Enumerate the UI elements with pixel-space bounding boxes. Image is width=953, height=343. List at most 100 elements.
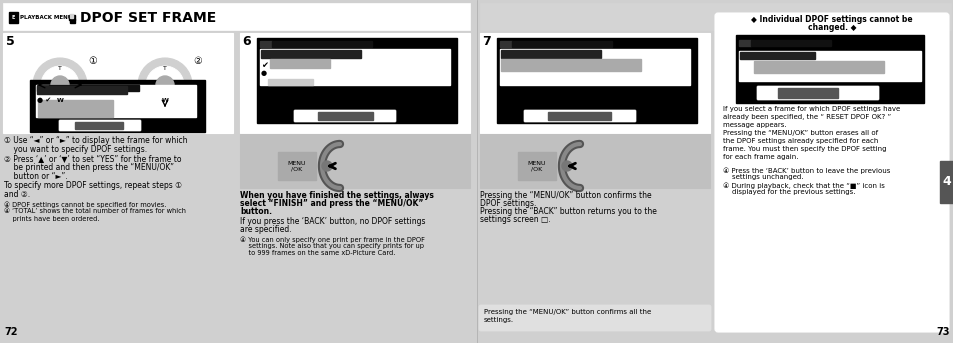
- Circle shape: [156, 76, 173, 94]
- Text: settings unchanged.: settings unchanged.: [722, 175, 802, 180]
- Bar: [270, 59, 330, 68]
- Bar: [256, 38, 456, 123]
- Bar: [70, 19, 75, 23]
- Bar: [30, 80, 205, 132]
- Bar: [71, 14, 73, 18]
- Bar: [499, 49, 689, 85]
- Bar: [9, 12, 18, 23]
- Bar: [750, 40, 830, 46]
- Text: 4: 4: [942, 176, 950, 189]
- Text: select “FINISH” and press the “MENU/OK”: select “FINISH” and press the “MENU/OK”: [240, 199, 423, 208]
- Text: 73: 73: [936, 327, 949, 337]
- Circle shape: [561, 161, 572, 171]
- FancyBboxPatch shape: [757, 86, 878, 100]
- Text: ●: ●: [261, 70, 267, 76]
- Text: ② Press ‘▲’ or ‘▼’ to set “YES” for the frame to: ② Press ‘▲’ or ‘▼’ to set “YES” for the …: [4, 154, 181, 163]
- Text: If you press the ‘BACK’ button, no DPOF settings: If you press the ‘BACK’ button, no DPOF …: [240, 217, 425, 226]
- Text: MENU
/OK: MENU /OK: [527, 161, 546, 172]
- Text: Pressing the “MENU/OK” button confirms all the: Pressing the “MENU/OK” button confirms a…: [483, 309, 651, 315]
- Text: you want to specify DPOF settings.: you want to specify DPOF settings.: [4, 145, 147, 154]
- Bar: [261, 50, 360, 58]
- Bar: [735, 35, 923, 103]
- Text: W: W: [161, 98, 169, 104]
- Bar: [75, 122, 123, 129]
- Text: E: E: [11, 15, 15, 20]
- Bar: [753, 61, 883, 73]
- Text: are specified.: are specified.: [240, 225, 292, 234]
- FancyBboxPatch shape: [714, 13, 948, 332]
- Text: MENU
/OK: MENU /OK: [288, 161, 306, 172]
- Text: ◆ Individual DPOF settings cannot be: ◆ Individual DPOF settings cannot be: [750, 15, 912, 24]
- Bar: [37, 86, 127, 94]
- Bar: [272, 41, 372, 47]
- Text: settings. Note also that you can specify prints for up: settings. Note also that you can specify…: [240, 243, 423, 249]
- Text: T: T: [163, 67, 167, 71]
- Bar: [512, 41, 612, 47]
- Bar: [240, 33, 470, 133]
- Text: message appears.: message appears.: [722, 122, 786, 128]
- Bar: [517, 152, 556, 180]
- Bar: [479, 3, 950, 30]
- Text: 72: 72: [4, 327, 17, 337]
- Text: 7: 7: [481, 35, 490, 48]
- Text: W: W: [56, 98, 63, 104]
- FancyBboxPatch shape: [294, 110, 395, 122]
- FancyBboxPatch shape: [59, 120, 141, 131]
- Text: ①: ①: [88, 56, 96, 66]
- Text: Pressing the “BACK” button returns you to the: Pressing the “BACK” button returns you t…: [479, 207, 657, 216]
- Text: PLAYBACK MENU: PLAYBACK MENU: [20, 15, 72, 20]
- Bar: [36, 85, 195, 117]
- Text: ● ✔: ● ✔: [37, 97, 51, 103]
- Bar: [38, 100, 112, 117]
- Bar: [49, 85, 139, 91]
- Text: displayed for the previous settings.: displayed for the previous settings.: [722, 189, 855, 196]
- Bar: [497, 38, 697, 123]
- Bar: [260, 41, 272, 47]
- Text: settings.: settings.: [483, 317, 514, 323]
- FancyBboxPatch shape: [478, 305, 710, 331]
- Text: Pressing the “MENU/OK” button confirms the: Pressing the “MENU/OK” button confirms t…: [479, 191, 651, 200]
- Text: the DPOF settings already specified for each: the DPOF settings already specified for …: [722, 138, 878, 144]
- Text: prints have been ordered.: prints have been ordered.: [4, 216, 99, 222]
- Bar: [277, 152, 315, 180]
- Bar: [317, 112, 373, 120]
- Circle shape: [33, 58, 87, 112]
- Bar: [740, 52, 814, 59]
- Text: ① Use “◄” or “►” to display the frame for which: ① Use “◄” or “►” to display the frame fo…: [4, 136, 188, 145]
- FancyBboxPatch shape: [523, 110, 636, 122]
- Circle shape: [138, 58, 192, 112]
- Text: ②: ②: [193, 56, 201, 66]
- Bar: [260, 49, 450, 85]
- Bar: [3, 33, 233, 133]
- Bar: [778, 88, 837, 98]
- Bar: [3, 3, 470, 30]
- Text: ④ Press the ‘BACK’ button to leave the previous: ④ Press the ‘BACK’ button to leave the p…: [722, 167, 889, 174]
- Text: changed. ◆: changed. ◆: [807, 23, 856, 32]
- Text: Pressing the “MENU/OK” button erases all of: Pressing the “MENU/OK” button erases all…: [722, 130, 877, 136]
- Text: ④ ‘TOTAL’ shows the total number of frames for which: ④ ‘TOTAL’ shows the total number of fram…: [4, 209, 186, 214]
- Text: for each frame again.: for each frame again.: [722, 154, 798, 160]
- Bar: [8, 11, 66, 24]
- Bar: [500, 50, 600, 58]
- Text: settings screen □.: settings screen □.: [479, 215, 550, 224]
- Text: T: T: [58, 67, 62, 71]
- Bar: [739, 51, 920, 81]
- Text: ④ During playback, check that the “■” icon is: ④ During playback, check that the “■” ic…: [722, 182, 884, 189]
- Text: ✔: ✔: [261, 61, 268, 70]
- Bar: [479, 134, 709, 188]
- Bar: [240, 134, 470, 188]
- Bar: [500, 59, 640, 71]
- Text: When you have finished the settings, always: When you have finished the settings, alw…: [240, 191, 434, 200]
- Text: button.: button.: [240, 207, 272, 216]
- Text: 5: 5: [6, 35, 14, 48]
- Circle shape: [146, 66, 184, 104]
- Text: 6: 6: [242, 35, 251, 48]
- Circle shape: [322, 161, 332, 171]
- Text: ④ You can only specify one print per frame in the DPOF: ④ You can only specify one print per fra…: [240, 236, 424, 243]
- Text: frame. You must then specify the DPOF setting: frame. You must then specify the DPOF se…: [722, 146, 885, 152]
- Bar: [547, 112, 610, 120]
- Text: To specify more DPOF settings, repeat steps ①: To specify more DPOF settings, repeat st…: [4, 181, 182, 190]
- Bar: [739, 40, 750, 46]
- Bar: [499, 41, 512, 47]
- Bar: [479, 33, 709, 133]
